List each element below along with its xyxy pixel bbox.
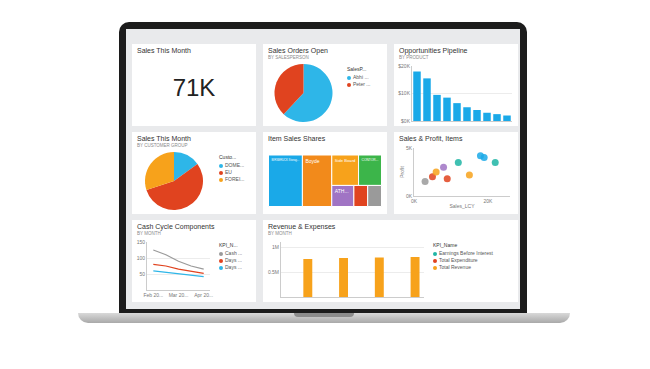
svg-text:0K: 0K	[406, 193, 413, 199]
svg-text:Side Board: Side Board	[335, 158, 356, 163]
svg-text:$10K: $10K	[398, 90, 410, 96]
html-text:Total Revenue: Total Revenue	[439, 264, 471, 270]
html-text:BY MONTH: BY MONTH	[137, 231, 161, 236]
html-text:Revenue & Expenses: Revenue & Expenses	[268, 223, 336, 230]
svg-text:1M: 1M	[272, 244, 279, 250]
svg-text:0K: 0K	[411, 198, 418, 204]
svg-text:0.5M: 0.5M	[268, 269, 279, 275]
svg-text:$20K: $20K	[398, 63, 410, 69]
svg-text:Apr 20...: Apr 20...	[194, 292, 213, 298]
html-text:Peter ...: Peter ...	[353, 81, 371, 87]
html-text:Sales This Month: Sales This Month	[137, 47, 191, 54]
html-text:BY PRODUCT: BY PRODUCT	[399, 55, 429, 60]
svg-text:BIRSBRUCK Storag...: BIRSBRUCK Storag...	[272, 158, 300, 162]
html-text:BY SALESPERSON: BY SALESPERSON	[268, 55, 309, 60]
svg-text:5K: 5K	[406, 145, 413, 151]
html-text:Sales & Profit, Items: Sales & Profit, Items	[399, 135, 463, 142]
html-text:Custo...: Custo...	[219, 154, 237, 160]
svg-text:150: 150	[137, 239, 146, 245]
html-text:Sales This Month: Sales This Month	[137, 135, 191, 142]
svg-text:Profit: Profit	[399, 166, 405, 178]
html-text:Sales Orders Open: Sales Orders Open	[268, 47, 328, 54]
svg-text:Feb 20...: Feb 20...	[143, 292, 163, 298]
svg-text:Sales_LCY: Sales_LCY	[449, 203, 475, 209]
html-text:FOREI...: FOREI...	[225, 176, 245, 182]
html-text:Cash ...: Cash ...	[225, 250, 243, 256]
html-text:KPI_N...: KPI_N...	[219, 242, 238, 248]
svg-text:$0K: $0K	[401, 118, 411, 124]
svg-text:Mar 20...: Mar 20...	[169, 292, 189, 298]
html-text:Opportunities Pipeline: Opportunities Pipeline	[399, 47, 468, 54]
html-text:KPI_Name: KPI_Name	[433, 242, 458, 248]
html-text:EU: EU	[225, 169, 232, 175]
html-text:BY MONTH: BY MONTH	[268, 231, 292, 236]
html-text:Abhi ...: Abhi ...	[353, 74, 369, 80]
html-text:71K: 71K	[172, 74, 216, 101]
svg-text:50: 50	[139, 271, 145, 277]
svg-text:ATH...: ATH...	[335, 188, 349, 194]
html-text:SalesP...: SalesP...	[347, 66, 367, 72]
svg-text:CONTOR...: CONTOR...	[362, 158, 379, 162]
html-text:Cash Cycle Components: Cash Cycle Components	[137, 223, 215, 230]
html-text:Total Expenditure: Total Expenditure	[439, 257, 478, 263]
html-text:Days ...: Days ...	[225, 264, 242, 270]
svg-text:20K: 20K	[483, 198, 493, 204]
html-text:Earnings Before Interest: Earnings Before Interest	[439, 250, 493, 256]
svg-text:Boyde: Boyde	[305, 158, 319, 164]
html-text:Days ...: Days ...	[225, 257, 242, 263]
svg-text:100: 100	[137, 255, 146, 261]
html-text:DOME...: DOME...	[225, 162, 245, 168]
html-text:Item Sales Shares: Item Sales Shares	[268, 135, 326, 142]
html-text:BY CUSTOMER GROUP: BY CUSTOMER GROUP	[137, 143, 188, 148]
